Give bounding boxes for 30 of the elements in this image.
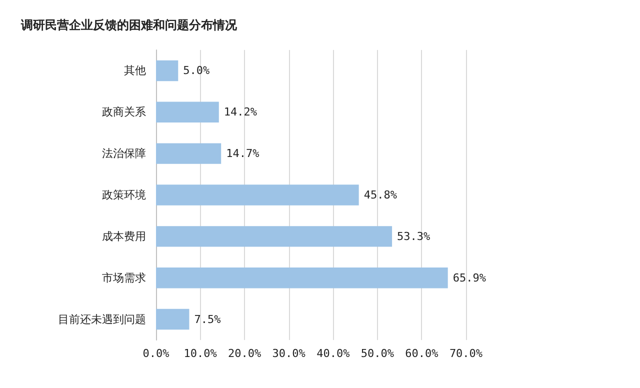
x-tick-label: 60.0% — [405, 347, 439, 360]
bar — [156, 60, 178, 82]
data-label: 5.0% — [183, 64, 210, 78]
x-tick-label: 10.0% — [184, 347, 218, 360]
data-label: 65.9% — [452, 271, 486, 284]
x-tick-label: 30.0% — [272, 347, 306, 360]
x-tick-label: 70.0% — [449, 347, 483, 360]
y-tick-label: 政策环境 — [102, 188, 146, 202]
chart-title: 调研民营企业反馈的困难和问题分布情况 — [20, 18, 238, 32]
x-tick-label: 20.0% — [228, 347, 262, 360]
bar — [156, 143, 222, 164]
y-tick-label: 目前还未遇到问题 — [58, 312, 146, 326]
data-label: 14.7% — [226, 147, 260, 160]
bar — [156, 226, 392, 247]
y-tick-label: 法治保障 — [102, 147, 146, 160]
data-label: 7.5% — [194, 312, 222, 326]
data-label: 45.8% — [364, 188, 398, 202]
y-tick-label: 其他 — [124, 64, 146, 78]
x-tick-label: 40.0% — [316, 347, 350, 360]
y-tick-label: 政商关系 — [102, 106, 146, 119]
data-label: 53.3% — [397, 230, 431, 243]
bar — [156, 102, 219, 122]
x-tick-label: 0.0% — [142, 347, 170, 360]
y-tick-label: 市场需求 — [102, 271, 146, 284]
bar — [156, 268, 448, 288]
y-tick-label: 成本费用 — [102, 230, 146, 243]
bar — [156, 308, 190, 330]
bar — [156, 184, 359, 206]
x-tick-label: 50.0% — [360, 347, 394, 360]
data-label: 14.2% — [224, 106, 258, 119]
